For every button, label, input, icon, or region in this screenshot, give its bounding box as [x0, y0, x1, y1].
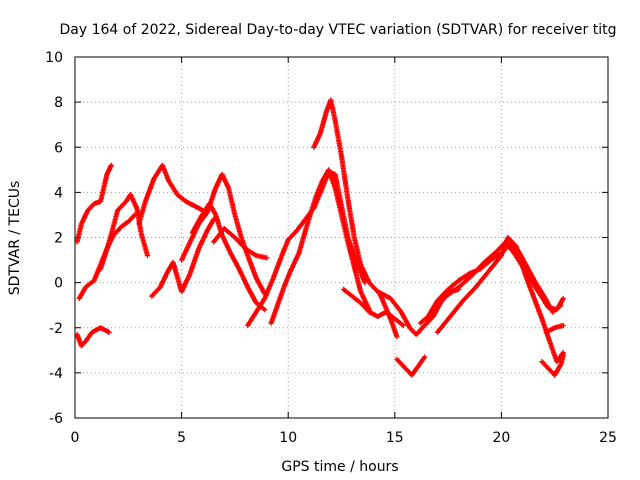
- plus-markers: [341, 286, 406, 329]
- x-tick-label: 25: [599, 430, 617, 446]
- x-tick-label: 5: [177, 430, 186, 446]
- x-tick-label: 15: [386, 430, 404, 446]
- series-track-k: [268, 167, 372, 326]
- y-axis-label: SDTVAR / TECUs: [7, 181, 23, 296]
- plus-markers: [539, 352, 566, 378]
- x-tick-label: 20: [492, 430, 510, 446]
- series-track-a: [74, 162, 114, 245]
- plus-markers: [136, 162, 206, 227]
- plus-markers: [543, 322, 566, 335]
- y-tick-label: 0: [54, 276, 63, 292]
- series-track-s: [543, 322, 566, 335]
- series-track-f: [149, 216, 217, 299]
- y-tick-label: -4: [49, 366, 63, 382]
- series-track-d: [98, 192, 151, 272]
- plus-markers: [394, 354, 428, 378]
- plus-markers: [189, 201, 268, 313]
- y-tick-label: -6: [49, 411, 63, 427]
- x-tick-label: 10: [279, 430, 297, 446]
- chart-title: Day 164 of 2022, Sidereal Day-to-day VTE…: [60, 22, 617, 38]
- plus-markers: [268, 167, 372, 326]
- plus-markers: [149, 216, 217, 299]
- y-tick-label: 8: [54, 95, 63, 111]
- plot-frame: [74, 56, 609, 419]
- series-track-i: [211, 225, 270, 261]
- plus-markers: [74, 162, 114, 245]
- series-track-l: [311, 97, 400, 340]
- plus-markers: [417, 239, 566, 326]
- plus-markers: [74, 325, 112, 349]
- grid: [75, 57, 608, 418]
- y-tick-label: -2: [49, 321, 63, 337]
- series-track-o: [394, 354, 428, 378]
- y-tick-label: 6: [54, 140, 63, 156]
- series-track-h: [189, 201, 268, 313]
- x-tick-label: 0: [71, 430, 80, 446]
- series-track-b: [74, 325, 112, 349]
- plus-markers: [311, 97, 400, 340]
- plus-markers: [211, 225, 270, 261]
- y-tick-label: 2: [54, 231, 63, 247]
- series-track-m: [341, 286, 406, 329]
- series-track-e: [136, 162, 206, 227]
- x-axis-label: GPS time / hours: [281, 459, 398, 475]
- series-track-r: [417, 239, 566, 326]
- y-tick-label: 10: [45, 50, 63, 66]
- data-markers: [74, 97, 566, 378]
- axis-ticks: 0 5 10 15 20 25 -6 -4 -2 0 2 4 6 8 10: [45, 50, 617, 446]
- plus-markers: [98, 192, 151, 272]
- series-track-t: [539, 352, 566, 378]
- y-tick-label: 4: [54, 185, 63, 201]
